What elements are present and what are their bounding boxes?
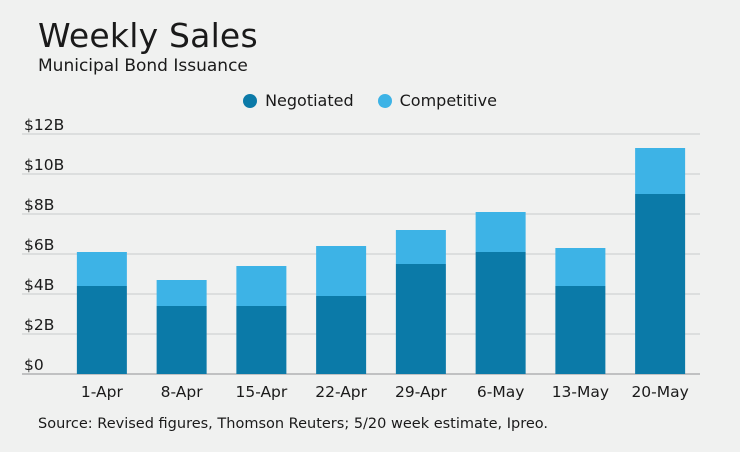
bar-competitive-22-apr (316, 246, 367, 296)
y-tick-label: $0 (24, 356, 44, 374)
legend-label-negotiated: Negotiated (265, 91, 354, 110)
y-tick-label: $2B (24, 316, 54, 334)
legend-item-competitive: Competitive (377, 91, 497, 110)
chart-title: Weekly Sales (38, 16, 258, 55)
x-tick-label: 13-May (552, 383, 609, 401)
bar-competitive-13-may (555, 248, 606, 286)
legend-label-competitive: Competitive (399, 91, 497, 110)
bar-competitive-15-apr (236, 266, 287, 306)
y-tick-label: $6B (24, 236, 54, 254)
bar-negotiated-15-apr (236, 306, 287, 374)
chart-source-note: Source: Revised figures, Thomson Reuters… (38, 416, 548, 432)
y-tick-label: $10B (24, 156, 64, 174)
bar-negotiated-6-may (475, 252, 526, 374)
chart-legend: Negotiated Competitive (0, 91, 740, 110)
x-tick-label: 1-Apr (81, 383, 124, 401)
bar-competitive-20-may (635, 148, 686, 194)
bar-negotiated-22-apr (316, 296, 367, 374)
x-tick-label: 20-May (631, 383, 688, 401)
bar-negotiated-8-apr (156, 306, 207, 374)
bar-competitive-29-apr (395, 230, 446, 264)
chart-subtitle: Municipal Bond Issuance (38, 56, 248, 76)
bar-negotiated-1-apr (76, 286, 127, 374)
x-tick-label: 8-Apr (161, 383, 204, 401)
bar-negotiated-29-apr (395, 264, 446, 374)
x-tick-label: 6-May (477, 383, 525, 401)
bar-competitive-6-may (475, 212, 526, 252)
legend-item-negotiated: Negotiated (243, 91, 354, 110)
legend-swatch-competitive (377, 93, 392, 108)
y-tick-label: $4B (24, 276, 54, 294)
x-tick-label: 22-Apr (315, 383, 367, 401)
x-tick-label: 29-Apr (395, 383, 447, 401)
y-tick-label: $8B (24, 196, 54, 214)
legend-swatch-negotiated (243, 93, 258, 108)
bar-competitive-1-apr (76, 252, 127, 286)
bar-negotiated-20-may (635, 194, 686, 374)
x-tick-label: 15-Apr (235, 383, 287, 401)
bar-negotiated-13-may (555, 286, 606, 374)
y-tick-label: $12B (24, 116, 64, 134)
bar-competitive-8-apr (156, 280, 207, 306)
